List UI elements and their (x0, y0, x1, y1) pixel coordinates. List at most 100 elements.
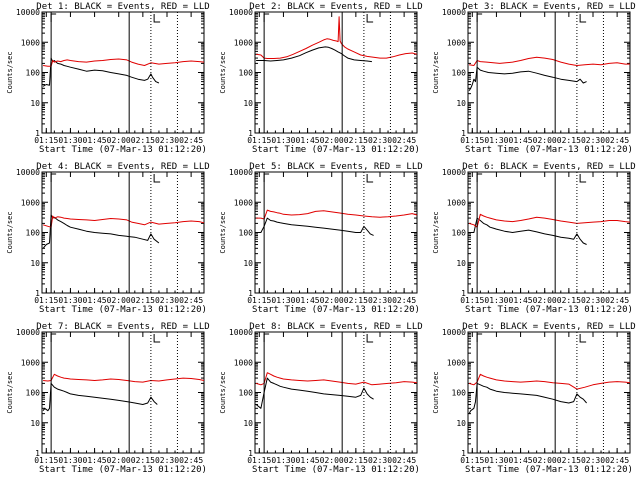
x-tick-label: 02:00 (533, 456, 557, 465)
x-tick-label: 01:30 (484, 296, 508, 305)
x-tick-label: 02:15 (131, 136, 155, 145)
y-tick-label: 1000 (447, 198, 466, 207)
x-tick-label: 01:30 (58, 136, 82, 145)
x-tick-label: 02:30 (581, 296, 605, 305)
x-axis-label: Start Time (07-Mar-13 01:12:20) (465, 145, 633, 155)
y-tick-label: 10 (243, 419, 253, 428)
y-tick-label: 10000 (229, 328, 253, 337)
y-tick-label: 1000 (234, 38, 253, 47)
y-tick-label: 1 (35, 449, 40, 458)
plot-frame (467, 171, 631, 294)
x-tick-label: 01:15 (34, 456, 58, 465)
panel-det-7: 1 10 100 1000 10000 01:15 01:30 01:45 02:00 02:15… (6, 322, 210, 475)
panel-title: Det 4: BLACK = Events, RED = LLD (36, 162, 209, 172)
bracket-end-marker (153, 14, 161, 23)
plot-frame (41, 11, 205, 134)
x-tick-label: 01:45 (296, 296, 320, 305)
x-tick-label: 01:30 (58, 296, 82, 305)
series-lld-line (255, 372, 418, 386)
y-axis-label: Counts/sec (6, 51, 14, 93)
x-tick-label: 02:00 (533, 136, 557, 145)
x-tick-label: 02:30 (155, 456, 179, 465)
y-tick-label: 100 (26, 229, 41, 238)
y-tick-label: 1 (35, 129, 40, 138)
x-tick-label: 02:45 (392, 136, 416, 145)
y-tick-label: 10 (30, 419, 40, 428)
y-tick-label: 10 (30, 99, 40, 108)
y-tick-label: 1000 (21, 358, 40, 367)
x-tick-label: 01:45 (83, 296, 107, 305)
y-tick-label: 1000 (21, 198, 40, 207)
x-tick-label: 02:15 (344, 296, 368, 305)
panel-title: Det 7: BLACK = Events, RED = LLD (36, 322, 209, 332)
y-tick-label: 1 (461, 289, 466, 298)
y-axis-label: Counts/sec (6, 211, 14, 253)
bracket-start-marker (476, 13, 483, 22)
y-tick-label: 100 (26, 389, 41, 398)
x-tick-label: 01:15 (460, 456, 484, 465)
x-tick-label: 02:30 (368, 296, 392, 305)
x-tick-label: 02:45 (392, 296, 416, 305)
x-tick-label: 02:30 (368, 456, 392, 465)
y-tick-label: 1000 (447, 38, 466, 47)
x-tick-label: 02:45 (179, 296, 203, 305)
x-axis-label: Start Time (07-Mar-13 01:12:20) (39, 305, 207, 315)
bracket-start-marker (50, 173, 57, 182)
y-tick-label: 10000 (229, 168, 253, 177)
bracket-end-marker (366, 14, 374, 23)
y-tick-label: 10000 (16, 328, 40, 337)
bracket-end-marker (579, 174, 587, 183)
x-tick-label: 01:45 (83, 136, 107, 145)
bracket-end-marker (579, 334, 587, 343)
x-axis-label: Start Time (07-Mar-13 01:12:20) (39, 465, 207, 475)
series-lld-line (42, 215, 205, 228)
x-tick-label: 01:30 (58, 456, 82, 465)
x-tick-label: 02:30 (155, 296, 179, 305)
series-events-line (256, 46, 372, 63)
y-tick-label: 10000 (442, 8, 466, 17)
x-tick-label: 02:00 (320, 136, 344, 145)
bracket-start-marker (263, 13, 270, 22)
bracket-end-marker (366, 334, 374, 343)
x-tick-label: 02:45 (392, 456, 416, 465)
x-tick-label: 01:15 (460, 136, 484, 145)
plot-frame (254, 331, 418, 454)
series-events-line (42, 57, 160, 87)
x-tick-label: 01:15 (34, 136, 58, 145)
bracket-start-marker (476, 173, 483, 182)
series-events-line (256, 217, 374, 236)
x-tick-label: 01:45 (509, 136, 533, 145)
y-tick-label: 1 (35, 289, 40, 298)
bracket-start-marker (263, 333, 270, 342)
y-tick-label: 10 (243, 259, 253, 268)
series-lld-line (43, 373, 205, 383)
x-tick-label: 01:30 (271, 136, 295, 145)
x-tick-label: 02:00 (320, 456, 344, 465)
x-tick-label: 01:15 (460, 296, 484, 305)
y-tick-label: 100 (239, 389, 254, 398)
x-tick-label: 02:30 (368, 136, 392, 145)
plot-frame (467, 331, 631, 454)
y-axis-label: Counts/sec (219, 371, 227, 413)
series-events-line (468, 382, 587, 414)
panel-det-3: 1 10 100 1000 10000 01:15 01:30 01:45 02:00 02:15… (432, 2, 636, 155)
y-tick-label: 100 (239, 69, 254, 78)
panel-det-2: 1 10 100 1000 10000 01:15 01:30 01:45 02:00 02:15… (219, 2, 423, 155)
x-tick-label: 02:15 (557, 456, 581, 465)
x-tick-label: 02:00 (533, 296, 557, 305)
y-tick-label: 10 (456, 99, 466, 108)
x-tick-label: 02:15 (131, 296, 155, 305)
x-tick-label: 02:15 (557, 296, 581, 305)
x-tick-label: 01:30 (271, 456, 295, 465)
series-lld-line (43, 58, 205, 67)
y-axis-label: Counts/sec (219, 51, 227, 93)
series-lld-line (468, 213, 631, 228)
series-events-line (255, 377, 374, 409)
series-lld-line (256, 209, 418, 220)
bracket-start-marker (476, 333, 483, 342)
y-tick-label: 1 (248, 289, 253, 298)
plot-frame (254, 11, 418, 134)
x-tick-label: 02:45 (605, 456, 629, 465)
panel-title: Det 5: BLACK = Events, RED = LLD (249, 162, 422, 172)
panel-title: Det 9: BLACK = Events, RED = LLD (462, 322, 635, 332)
